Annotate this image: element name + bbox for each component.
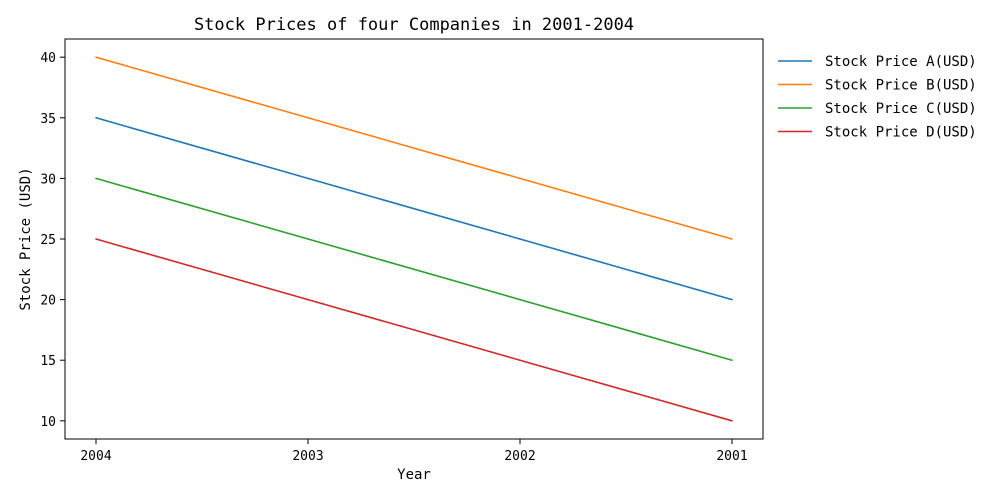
x-tick-label: 2004: [80, 449, 111, 464]
y-tick-label: 10: [40, 415, 56, 430]
x-axis-label: Year: [397, 467, 431, 483]
y-tick-label: 15: [40, 354, 56, 369]
y-axis: 10 15 20 25 30 35 40: [40, 51, 65, 430]
y-tick-label: 20: [40, 294, 56, 309]
legend-item: Stock Price C(USD): [778, 101, 977, 117]
x-tick-label: 2003: [292, 449, 323, 464]
y-axis-label: Stock Price (USD): [18, 167, 34, 310]
data-point: [307, 177, 309, 180]
series-line-c: [95, 177, 733, 361]
data-point: [731, 420, 733, 422]
y-tick-label: 30: [40, 172, 56, 187]
legend: Stock Price A(USD) Stock Price B(USD) Stoc…: [778, 54, 977, 141]
data-point: [95, 56, 97, 58]
legend-item: Stock Price A(USD): [778, 54, 977, 70]
data-point: [307, 298, 309, 301]
y-tick-label: 35: [40, 112, 56, 127]
x-tick-label: 2001: [716, 449, 747, 464]
data-point: [731, 359, 733, 362]
data-point: [731, 298, 733, 301]
data-point: [519, 238, 521, 240]
x-axis: 2004 2003 2002 2001: [80, 439, 748, 464]
data-point: [95, 177, 97, 180]
legend-label: Stock Price D(USD): [825, 125, 977, 141]
data-point: [95, 116, 97, 119]
data-point: [95, 238, 97, 240]
series-line-b: [95, 56, 733, 240]
series-group: [95, 56, 733, 422]
y-tick-label: 40: [40, 51, 56, 66]
legend-item: Stock Price D(USD): [778, 125, 977, 141]
legend-label: Stock Price A(USD): [825, 54, 977, 70]
y-tick-label: 25: [40, 233, 56, 248]
series-line-a: [95, 117, 733, 301]
series-line-d: [95, 238, 733, 422]
data-point: [307, 238, 309, 240]
x-tick-label: 2002: [504, 449, 535, 464]
legend-item: Stock Price B(USD): [778, 78, 977, 94]
data-point: [519, 177, 521, 180]
legend-label: Stock Price B(USD): [825, 78, 977, 94]
data-point: [519, 298, 521, 301]
plot-frame: [64, 38, 764, 440]
data-point: [731, 238, 733, 240]
data-point: [307, 116, 309, 119]
legend-label: Stock Price C(USD): [825, 101, 977, 117]
chart-title: Stock Prices of four Companies in 2001-2…: [194, 15, 634, 35]
data-point: [519, 359, 521, 362]
